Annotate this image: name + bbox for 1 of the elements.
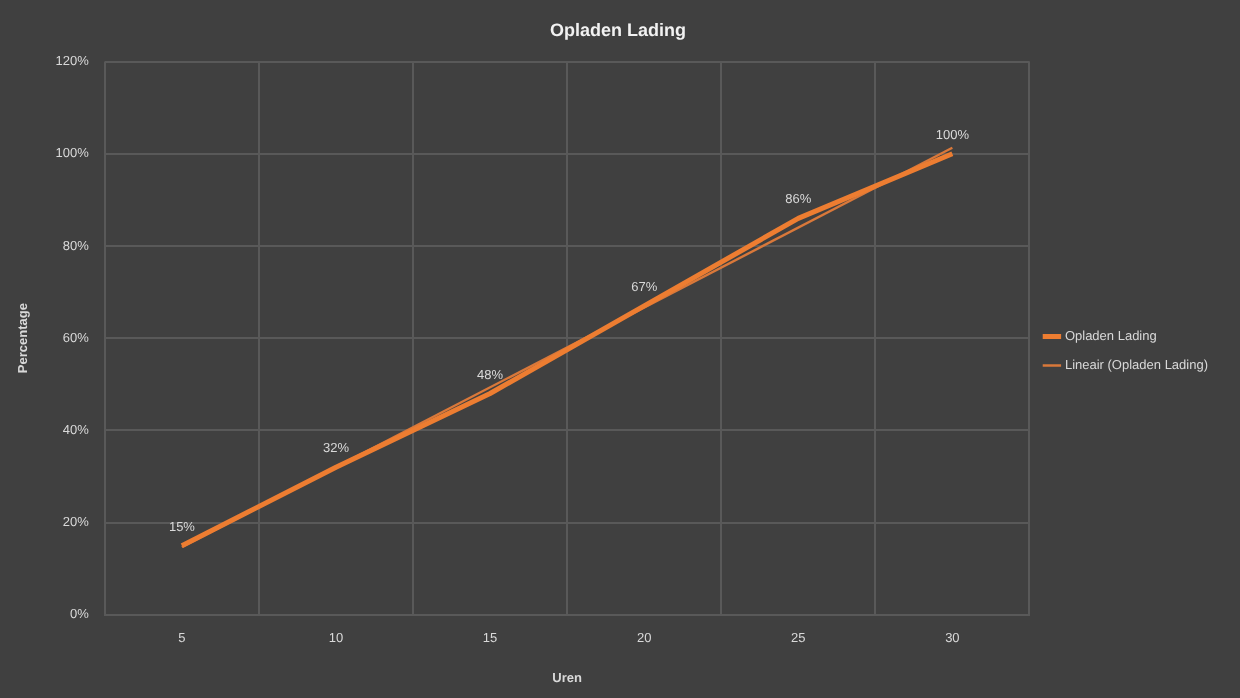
chart-title: Opladen Lading	[549, 19, 687, 40]
